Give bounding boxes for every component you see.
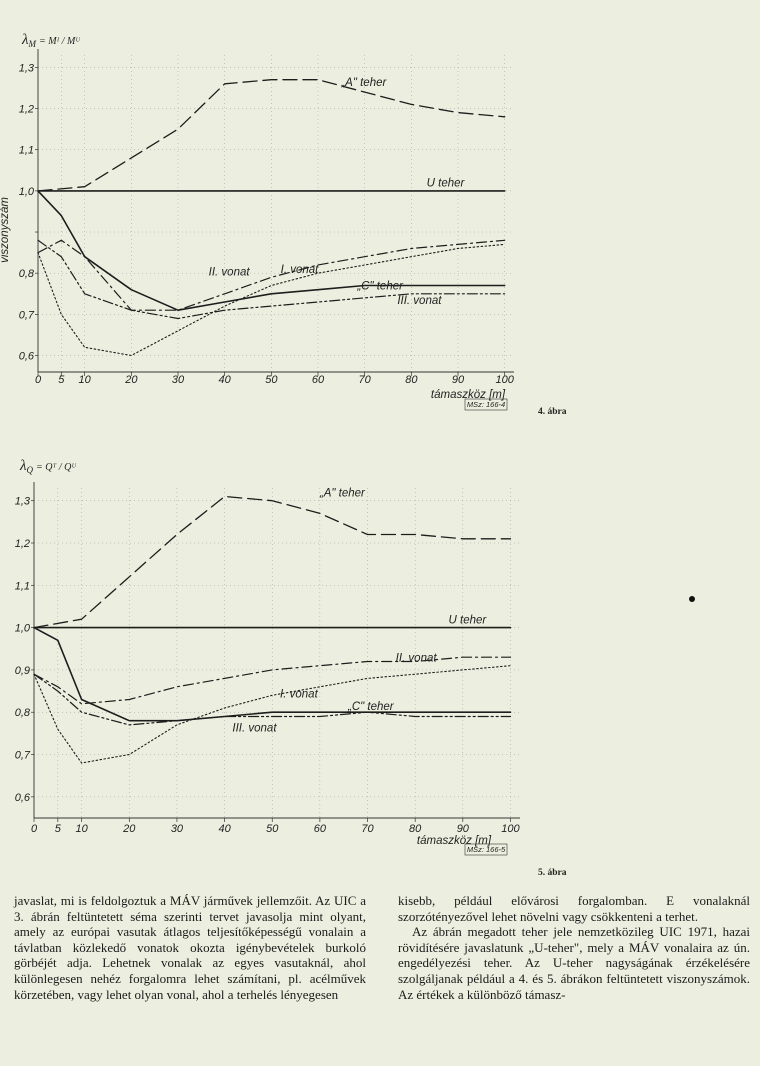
y-tick-label: 1,3	[15, 496, 31, 508]
series-line-0	[33, 495, 512, 629]
x-axis-label: támaszköz [m]	[431, 389, 506, 401]
x-tick-label: 50	[266, 823, 279, 835]
y-tick-label: 0,6	[15, 792, 31, 804]
x-tick-label: 10	[79, 374, 92, 386]
series-line-3	[37, 243, 506, 357]
series-label-3: I. vonat	[281, 264, 320, 276]
x-tick-label: 20	[124, 374, 138, 386]
y-tick-label: 1,2	[19, 104, 34, 116]
y-tick-label: 0,9	[15, 665, 30, 677]
series-label-2: II. vonat	[396, 652, 438, 664]
figure-code-box	[464, 398, 508, 411]
y-tick-label: 0,7	[15, 750, 31, 762]
y-tick-label: 0,8	[15, 707, 31, 719]
series-label-3: I. vonat	[280, 688, 319, 700]
paragraph-right-2: Az ábrán megadott teher jele nemzetközil…	[398, 924, 750, 1002]
y-tick-label: 1,2	[15, 538, 30, 550]
x-tick-label: 100	[501, 823, 520, 835]
series-line-4	[33, 626, 512, 722]
paragraph-right-1: kisebb, például elővárosi forgalomban. E…	[398, 893, 750, 924]
x-tick-label: 90	[452, 374, 465, 386]
x-tick-label: 5	[55, 823, 62, 835]
series-label-0: „A" teher	[340, 77, 387, 89]
x-tick-label: 0	[35, 374, 42, 386]
x-tick-label: 90	[457, 823, 470, 835]
series-label-1: U teher	[449, 614, 488, 626]
x-tick-label: 30	[171, 823, 184, 835]
grid	[37, 55, 514, 372]
figure-number: 4. ábra	[538, 407, 567, 417]
text-column-left: javaslat, mi is feldolgoztuk a MÁV jármű…	[14, 893, 366, 1002]
series-label-1: U teher	[427, 178, 466, 190]
text-column-right: kisebb, például elővárosi forgalomban. E…	[398, 893, 750, 1002]
x-tick-label: 40	[219, 374, 232, 386]
y-tick-label: 1,0	[19, 186, 35, 198]
series-line-5	[37, 239, 506, 320]
series-label-4: „C" teher	[347, 701, 395, 713]
x-tick-label: 80	[409, 823, 422, 835]
y-tick-label: 1,3	[19, 62, 35, 74]
x-tick-label: 40	[218, 823, 231, 835]
x-tick-label: 80	[405, 374, 418, 386]
y-tick-label: 0,8	[19, 268, 35, 280]
y-tick-label: 0,7	[19, 309, 35, 321]
chart-figure-5: 0 5 10 20 30 40 50 60 70 80 90 100 0,6 0,7 0,8 0,9 1,0 1,…	[15, 458, 567, 878]
series-label-5: III. vonat	[232, 722, 277, 734]
figure-number: 5. ábra	[538, 868, 567, 878]
y-axis-symbol: λM = Mᴵ / Mᵁ	[21, 32, 81, 49]
chart-figure-4: 0 5 10 20 30 40 50 60 70 80 90 100 0,6 0,7 0,8 1,0 1,1 1,…	[0, 32, 567, 417]
x-tick-label: 70	[359, 374, 372, 386]
x-tick-label: 60	[314, 823, 327, 835]
x-tick-label: 100	[495, 374, 514, 386]
x-tick-label: 30	[172, 374, 185, 386]
series-label-2: II. vonat	[209, 266, 251, 278]
x-tick-label: 5	[58, 374, 65, 386]
y-tick-label: 1,0	[15, 623, 31, 635]
series-line-5	[33, 673, 512, 726]
y-tick-label: 1,1	[15, 580, 30, 592]
series-label-0: „A" teher	[319, 487, 366, 499]
series-line-0	[37, 79, 506, 192]
figure-code: MSz: 166-4	[467, 400, 505, 409]
series-label-4: „C" teher	[356, 281, 404, 293]
x-tick-label: 20	[122, 823, 136, 835]
series-line-2	[37, 239, 506, 311]
series-label-5: III. vonat	[397, 295, 442, 307]
x-tick-label: 10	[76, 823, 89, 835]
x-tick-label: 60	[312, 374, 325, 386]
figure-code-box	[464, 843, 508, 856]
y-tick-label: 0,6	[19, 351, 35, 363]
series-line-4	[37, 190, 506, 311]
paragraph-left: javaslat, mi is feldolgoztuk a MÁV jármű…	[14, 893, 366, 1002]
series-line-2	[33, 656, 512, 705]
y-tick-label: 1,1	[19, 145, 34, 157]
x-tick-label: 70	[361, 823, 374, 835]
stray-dot	[689, 596, 695, 602]
figure-code: MSz: 166-5	[467, 845, 506, 854]
y-axis-label: viszonyszám	[0, 197, 11, 263]
y-axis-symbol: λQ = Qᵀ / Qᵁ	[19, 458, 77, 475]
x-tick-label: 50	[265, 374, 278, 386]
x-tick-label: 0	[31, 823, 38, 835]
series-line-3	[33, 665, 512, 764]
